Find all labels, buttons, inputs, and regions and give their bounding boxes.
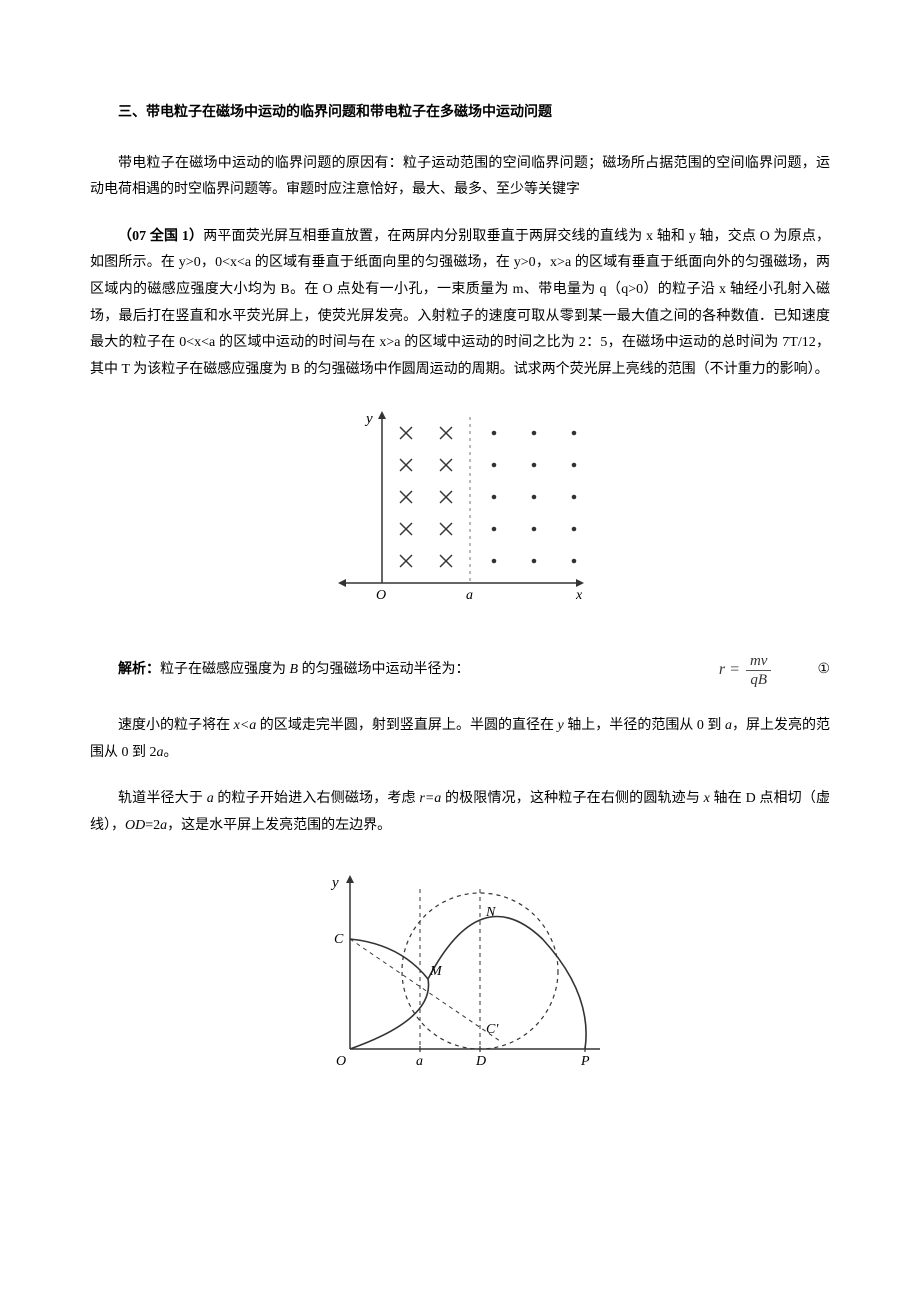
section-title: 三、带电粒子在磁场中运动的临界问题和带电粒子在多磁场中运动问题: [90, 100, 830, 127]
svg-text:a: a: [416, 1054, 423, 1069]
solution-label: 解析：: [118, 662, 160, 677]
svg-text:y: y: [330, 875, 339, 891]
t: 速度小的粒子将在: [118, 718, 234, 733]
fraction-den: qB: [746, 671, 772, 689]
svg-text:O: O: [376, 588, 386, 603]
var-xa: x<a: [234, 718, 257, 733]
var-a: a: [157, 745, 164, 760]
t: 的区域走完半圆，射到竖直屏上。半圆的直径在: [256, 718, 557, 733]
problem-source: （07 全国 1）: [118, 229, 203, 244]
problem-body: 两平面荧光屏互相垂直放置，在两屏内分别取垂直于两屏交线的直线为 x 轴和 y 轴…: [90, 229, 830, 377]
analysis-p2: 轨道半径大于 a 的粒子开始进入右侧磁场，考虑 r=a 的极限情况，这种粒子在右…: [90, 786, 830, 839]
svg-text:C': C': [486, 1022, 499, 1037]
solution-line: 解析：粒子在磁感应强度为 B 的匀强磁场中运动半径为： r = mv qB ①: [90, 652, 830, 689]
figure-1-svg: y Oa x: [330, 403, 590, 613]
svg-text:a: a: [466, 588, 473, 603]
var-od: OD: [125, 818, 145, 833]
equation-number-1: ①: [817, 657, 830, 684]
t: 的粒子开始进入右侧磁场，考虑: [214, 791, 420, 806]
var-req: r=a: [419, 791, 441, 806]
svg-text:P: P: [580, 1054, 590, 1069]
t: 轨道半径大于: [118, 791, 207, 806]
t: =2: [145, 818, 160, 833]
eq-r: r =: [719, 655, 740, 685]
solution-text-1: 粒子在磁感应强度为: [160, 662, 290, 677]
analysis-p1: 速度小的粒子将在 x<a 的区域走完半圆，射到竖直屏上。半圆的直径在 y 轴上，…: [90, 713, 830, 766]
figure-1: y Oa x: [90, 403, 830, 624]
svg-text:x: x: [575, 588, 583, 603]
t: 轴上，半径的范围从 0 到: [564, 718, 725, 733]
var-a: a: [725, 718, 732, 733]
svg-text:M: M: [429, 964, 443, 979]
intro-paragraph: 带电粒子在磁场中运动的临界问题的原因有：粒子运动范围的空间临界问题；磁场所占据范…: [90, 151, 830, 204]
figure-2-svg: y Oa D P C N M C': [310, 859, 610, 1079]
svg-text:N: N: [485, 905, 496, 920]
svg-text:O: O: [336, 1054, 346, 1069]
svg-text:D: D: [475, 1054, 486, 1069]
fraction-num: mv: [746, 652, 772, 671]
svg-text:C: C: [334, 932, 344, 947]
svg-text:y: y: [364, 411, 373, 427]
t: 的极限情况，这种粒子在右侧的圆轨迹与: [441, 791, 703, 806]
t: 。: [164, 745, 178, 760]
figure-2: y Oa D P C N M C': [90, 859, 830, 1090]
fraction: mv qB: [746, 652, 772, 689]
variable-b: B: [290, 662, 299, 677]
solution-text-2: 的匀强磁场中运动半径为：: [298, 662, 470, 677]
t: ，这是水平屏上发亮范围的左边界。: [167, 818, 391, 833]
var-a: a: [207, 791, 214, 806]
problem-paragraph: （07 全国 1）两平面荧光屏互相垂直放置，在两屏内分别取垂直于两屏交线的直线为…: [90, 224, 830, 384]
